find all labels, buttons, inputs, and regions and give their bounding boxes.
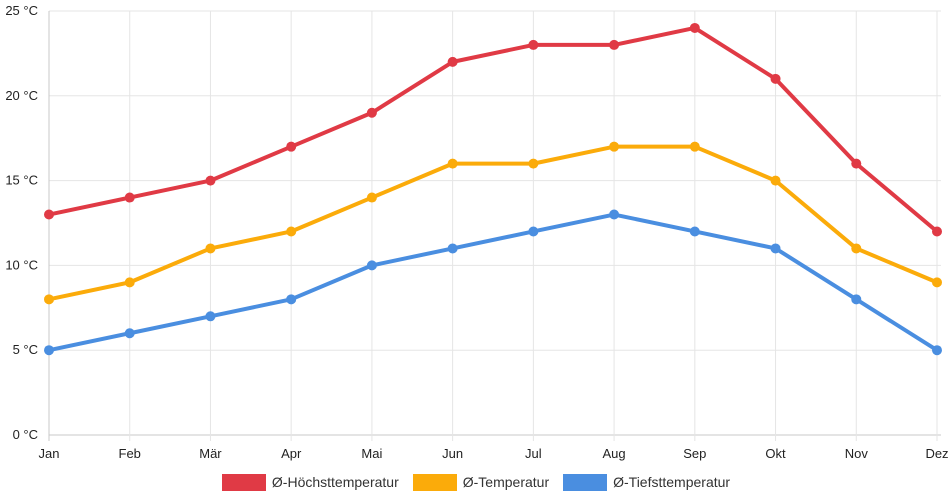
data-point xyxy=(609,39,620,50)
data-point xyxy=(528,158,539,169)
series-line-0 xyxy=(47,25,939,234)
data-point xyxy=(366,260,377,271)
x-tick-label: Mär xyxy=(199,446,222,461)
legend-swatch-min xyxy=(563,473,608,491)
data-point xyxy=(447,158,458,169)
y-tick-label: 5 °C xyxy=(13,342,38,357)
data-point xyxy=(689,22,700,33)
x-tick-label: Mai xyxy=(361,446,382,461)
data-point xyxy=(447,243,458,254)
data-point xyxy=(770,243,781,254)
legend-label-max: Ø-Höchsttemperatur xyxy=(271,474,399,490)
x-tick-label: Dez xyxy=(925,446,948,461)
data-point xyxy=(932,277,942,288)
data-point xyxy=(124,328,135,339)
x-tick-label: Feb xyxy=(119,446,141,461)
x-tick-label: Aug xyxy=(603,446,626,461)
data-point xyxy=(366,107,377,118)
data-point xyxy=(44,345,54,356)
y-tick-label: 0 °C xyxy=(13,427,38,442)
data-point xyxy=(447,56,458,67)
data-point xyxy=(770,73,781,84)
x-tick-label: Apr xyxy=(281,446,302,461)
legend-swatch-mean xyxy=(412,473,457,491)
legend-swatch-max xyxy=(221,473,266,491)
x-tick-label: Sep xyxy=(683,446,706,461)
x-tick-label: Jan xyxy=(39,446,60,461)
data-point xyxy=(528,226,539,237)
data-point xyxy=(609,141,620,152)
data-point xyxy=(609,209,620,220)
legend-item-min[interactable]: Ø-Tiefsttemperatur xyxy=(563,473,731,491)
legend-label-min: Ø-Tiefsttemperatur xyxy=(613,474,731,490)
chart-legend: Ø-Höchsttemperatur Ø-Temperatur Ø-Tiefst… xyxy=(0,470,952,494)
data-point xyxy=(286,141,297,152)
data-point xyxy=(286,226,297,237)
data-point xyxy=(205,243,216,254)
data-point xyxy=(932,345,942,356)
data-point xyxy=(851,158,862,169)
data-point xyxy=(44,209,54,220)
data-point xyxy=(205,175,216,186)
data-point xyxy=(770,175,781,186)
series-line-1 xyxy=(47,144,939,302)
y-tick-label: 15 °C xyxy=(5,173,38,188)
x-tick-label: Okt xyxy=(765,446,786,461)
data-point xyxy=(124,192,135,203)
data-point xyxy=(44,294,54,305)
y-tick-label: 25 °C xyxy=(5,3,38,18)
data-point xyxy=(205,311,216,322)
data-point xyxy=(932,226,942,237)
series-line-2 xyxy=(47,212,939,353)
data-point xyxy=(851,294,862,305)
data-point xyxy=(851,243,862,254)
chart-plot: 0 °C 5 °C 10 °C 15 °C 20 °C 25 °C Jan Feb Mär Apr… xyxy=(5,3,948,461)
legend-label-mean: Ø-Temperatur xyxy=(462,474,550,490)
data-point xyxy=(124,277,135,288)
x-tick-label: Nov xyxy=(845,446,869,461)
data-point xyxy=(528,39,539,50)
legend-item-max[interactable]: Ø-Höchsttemperatur xyxy=(221,473,399,491)
data-point xyxy=(366,192,377,203)
y-tick-label: 10 °C xyxy=(5,257,38,272)
legend-item-mean[interactable]: Ø-Temperatur xyxy=(412,473,550,491)
data-point xyxy=(689,141,700,152)
x-tick-label: Jul xyxy=(525,446,542,461)
x-tick-label: Jun xyxy=(442,446,463,461)
data-point xyxy=(689,226,700,237)
data-point xyxy=(286,294,297,305)
y-tick-label: 20 °C xyxy=(5,88,38,103)
